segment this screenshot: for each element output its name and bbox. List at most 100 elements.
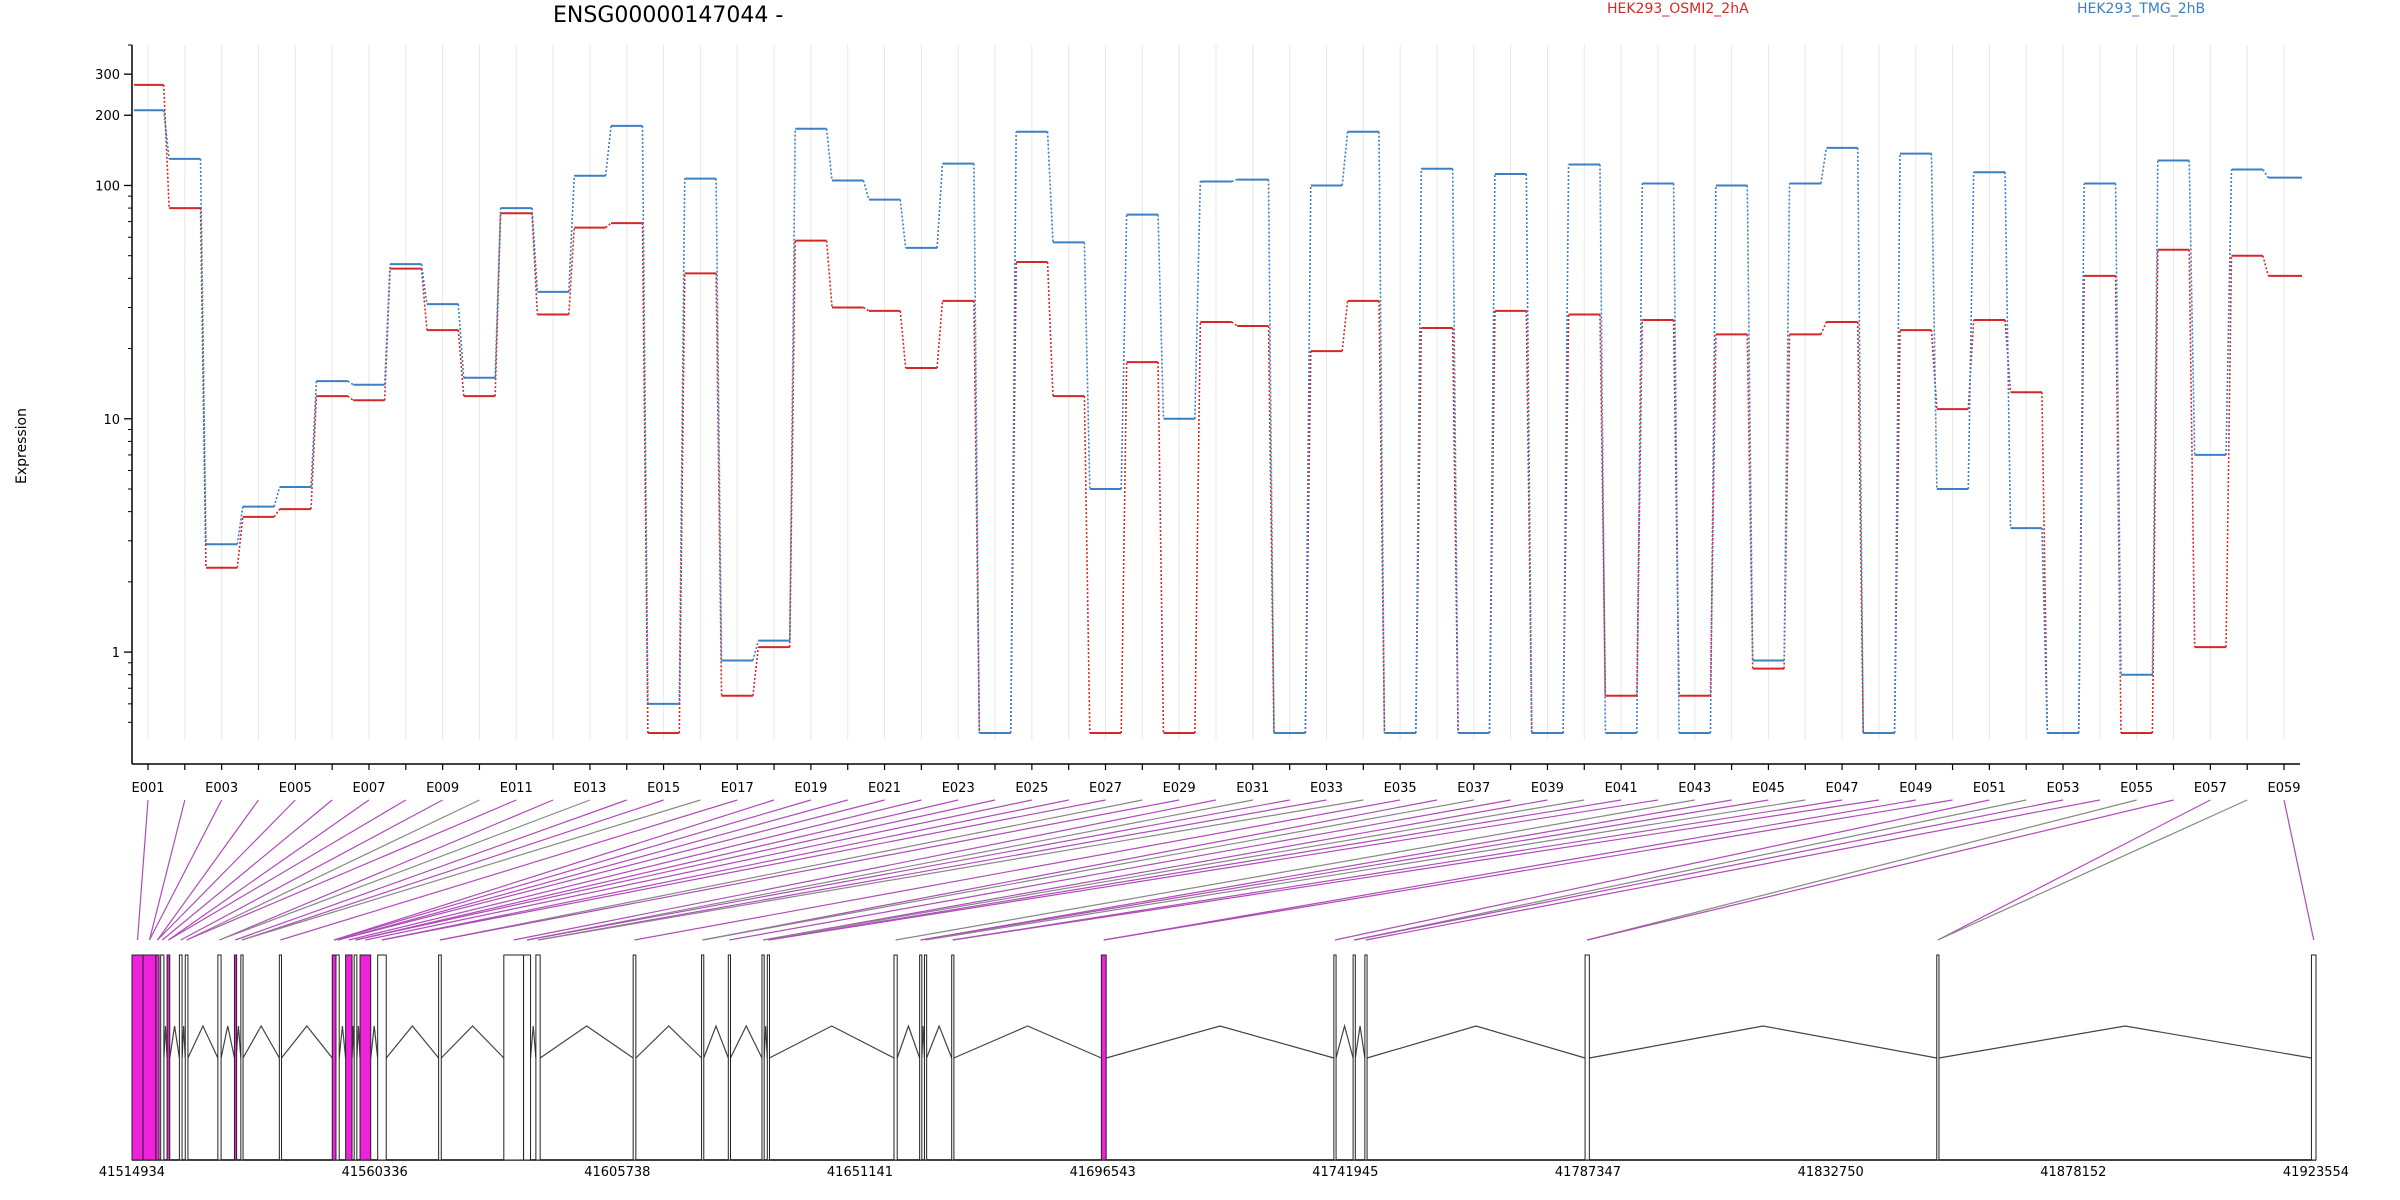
x-tick-label: E021 — [868, 781, 901, 796]
coordinate-tick-label: 41741945 — [1312, 1165, 1378, 1180]
exon-connector — [1587, 799, 2137, 941]
intron — [703, 1024, 729, 1059]
exon-block — [166, 954, 171, 1161]
series-connector — [1930, 330, 1938, 410]
exon-block — [359, 954, 372, 1161]
series-connector — [1672, 183, 1680, 734]
series-connector — [1893, 330, 1901, 734]
x-tick-label: E033 — [1310, 781, 1343, 796]
series-connector — [604, 125, 612, 176]
series-connector — [2041, 528, 2049, 734]
exon-connector — [241, 799, 664, 941]
series-connector — [1709, 185, 1717, 734]
exon-block — [345, 954, 353, 1161]
intron — [1938, 1025, 2312, 1059]
exon-connector — [235, 799, 627, 941]
exon-connector — [1103, 799, 1916, 941]
exon-connector — [762, 799, 1585, 941]
exon-block — [377, 954, 387, 1161]
series-connector — [825, 128, 833, 181]
axes: 1 10 100 200 300 E001 E003 E005 E007 E009 E011 E013… — [95, 44, 2301, 796]
series-connector — [457, 304, 465, 378]
exon-block — [893, 954, 898, 1161]
exon-connector — [157, 799, 296, 941]
series-connector — [2225, 255, 2233, 648]
intron — [729, 1024, 763, 1059]
coordinate-tick-label: 41878152 — [2040, 1165, 2106, 1180]
series-connector — [457, 330, 465, 397]
exon-block — [2310, 954, 2317, 1161]
x-tick-label: E015 — [647, 781, 680, 796]
exon-block — [951, 954, 955, 1161]
exon-connector — [348, 799, 922, 941]
x-tick-label: E001 — [131, 781, 164, 796]
series-connector — [1083, 396, 1091, 734]
exon-block — [160, 954, 165, 1161]
exon-connector — [355, 799, 996, 941]
x-tick-label: E045 — [1752, 781, 1785, 796]
exon-connector — [768, 799, 1622, 941]
exon-block — [178, 954, 183, 1161]
exon-connector — [156, 799, 259, 941]
exon-connector — [337, 799, 848, 941]
series-connector — [1194, 321, 1202, 734]
x-tick-label: E019 — [794, 781, 827, 796]
exon-block — [1352, 954, 1356, 1161]
series-connector — [1157, 362, 1165, 734]
exon-connector — [439, 799, 1143, 941]
series-connector — [1599, 314, 1607, 696]
intron — [953, 1025, 1102, 1059]
x-tick-label: E047 — [1826, 781, 1859, 796]
series-connector — [936, 163, 944, 248]
exon-connector — [148, 799, 223, 941]
exon-block — [142, 954, 157, 1161]
series-connector — [1415, 168, 1423, 734]
intron — [370, 1025, 379, 1059]
series-connector — [1783, 183, 1791, 661]
series-connector — [1636, 320, 1644, 696]
x-tick-label: E035 — [1384, 781, 1417, 796]
intron — [926, 1024, 953, 1059]
series-connector — [2114, 183, 2122, 675]
series-connector — [752, 640, 760, 661]
exon-connector — [1334, 799, 1990, 941]
series-connector — [2262, 255, 2270, 277]
x-tick-label: E027 — [1089, 781, 1122, 796]
y-tick-label: 100 — [95, 179, 120, 194]
series-connector — [1820, 321, 1828, 335]
x-tick-label: E053 — [2047, 781, 2080, 796]
exon-connector — [702, 799, 1438, 941]
series-connector — [1267, 179, 1275, 734]
coordinate-tick-label: 41651141 — [827, 1165, 893, 1180]
x-tick-label: E037 — [1457, 781, 1490, 796]
exon-block — [155, 954, 160, 1161]
coordinate-tick-label: 41832750 — [1798, 1165, 1864, 1180]
exon-block — [335, 954, 340, 1161]
exon-connector — [925, 799, 1806, 941]
series-connector — [605, 222, 612, 229]
intron — [529, 1025, 537, 1059]
chart-title: ENSG00000147044 - — [553, 3, 783, 28]
exon-connector — [186, 799, 480, 941]
intron — [169, 1025, 180, 1059]
exon-connector — [1103, 799, 1953, 941]
legend-series-2: HEK293_TMG_2hB — [2077, 1, 2205, 17]
series-connector — [1046, 261, 1054, 397]
exon-block — [523, 954, 532, 1161]
x-tick-label: E017 — [721, 781, 754, 796]
series-connector — [383, 268, 391, 401]
exon-connector — [186, 799, 517, 941]
series-connector — [347, 380, 354, 386]
intron — [163, 1025, 168, 1059]
intron — [1335, 1023, 1354, 1059]
series-connector — [1120, 362, 1128, 734]
intron — [896, 1024, 921, 1059]
exon-connector — [952, 799, 1843, 941]
exon-block — [184, 954, 189, 1161]
series-connector — [162, 84, 170, 209]
intron — [385, 1025, 440, 1059]
exon-block — [923, 954, 928, 1161]
intron — [338, 1025, 347, 1059]
exon-connector — [762, 799, 1548, 941]
